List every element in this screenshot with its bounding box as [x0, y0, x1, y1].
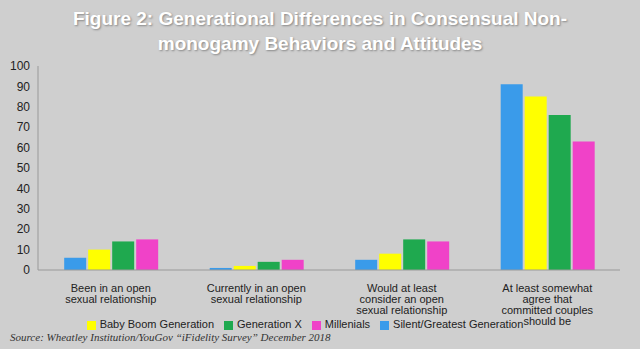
svg-text:At least somewhatagree thatcom: At least somewhatagree thatcommitted cou… — [501, 282, 593, 330]
svg-text:10: 10 — [17, 243, 31, 257]
svg-text:Currently in an opensexual rel: Currently in an opensexual relationship — [207, 282, 306, 305]
html-text:Source: Wheatley Institution/Y: Source: Wheatley Institution/YouGov “iFi… — [10, 331, 331, 343]
html-text:Millenials: Millenials — [324, 318, 371, 330]
svg-text:30: 30 — [17, 202, 31, 216]
svg-text:Been in an opensexual relation: Been in an opensexual relationship — [65, 282, 156, 305]
svg-text:50: 50 — [17, 161, 31, 175]
html-text:Generation X: Generation X — [237, 318, 302, 330]
svg-text:40: 40 — [17, 182, 31, 196]
html-text:Figure 2: Generational Differe: Figure 2: Generational Differences in Co… — [73, 8, 567, 54]
svg-text:100: 100 — [10, 59, 30, 73]
svg-text:Would at leastconsider an open: Would at leastconsider an opensexual rel… — [356, 282, 447, 316]
svg-text:70: 70 — [17, 120, 31, 134]
svg-text:80: 80 — [17, 100, 31, 114]
svg-text:60: 60 — [17, 141, 31, 155]
html-text:Silent/Greatest Generation: Silent/Greatest Generation — [393, 318, 524, 330]
svg-text:20: 20 — [17, 222, 31, 236]
svg-text:0: 0 — [23, 263, 30, 277]
html-text:Baby Boom Generation: Baby Boom Generation — [99, 318, 214, 330]
svg-text:90: 90 — [17, 80, 31, 94]
